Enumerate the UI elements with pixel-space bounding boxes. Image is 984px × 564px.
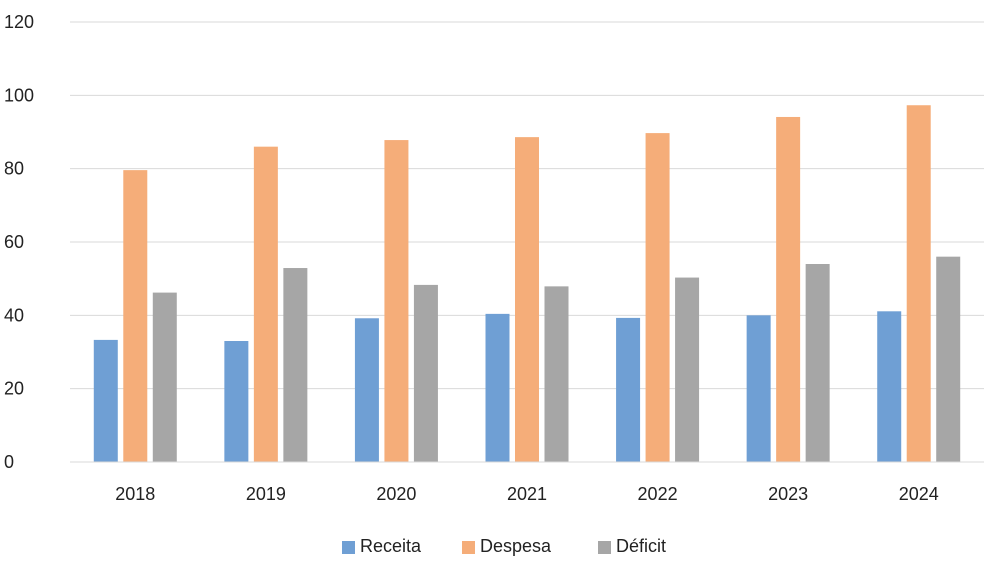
bar-receita-2019[interactable] — [224, 341, 249, 462]
y-tick-label: 0 — [4, 452, 14, 472]
bar-receita-2024[interactable] — [877, 311, 902, 462]
bar-despesa-2024[interactable] — [906, 105, 931, 462]
y-tick-label: 40 — [4, 305, 24, 325]
legend-label: Despesa — [480, 536, 552, 556]
bar-déficit-2018[interactable] — [152, 292, 177, 462]
bars — [93, 105, 961, 463]
x-tick-label: 2024 — [899, 484, 939, 504]
bar-déficit-2024[interactable] — [936, 256, 961, 462]
bar-receita-2021[interactable] — [485, 313, 510, 462]
x-tick-label: 2018 — [115, 484, 155, 504]
legend-item-déficit[interactable]: Déficit — [598, 536, 666, 556]
y-tick-label: 80 — [4, 159, 24, 179]
legend-item-receita[interactable]: Receita — [342, 536, 422, 556]
legend-swatch — [462, 541, 475, 554]
y-tick-label: 60 — [4, 232, 24, 252]
legend-item-despesa[interactable]: Despesa — [462, 536, 552, 556]
legend-label: Déficit — [616, 536, 666, 556]
x-tick-label: 2023 — [768, 484, 808, 504]
bar-despesa-2023[interactable] — [776, 116, 801, 462]
legend[interactable]: Receita Despesa Déficit — [342, 536, 666, 556]
bar-receita-2018[interactable] — [93, 339, 118, 462]
bar-déficit-2023[interactable] — [805, 264, 830, 462]
x-tick-label: 2019 — [246, 484, 286, 504]
bar-despesa-2020[interactable] — [384, 140, 409, 463]
bar-déficit-2021[interactable] — [544, 286, 569, 462]
x-axis-tick-labels: 2018 2019 2020 2021 2022 2023 2024 — [115, 484, 938, 504]
legend-swatch — [342, 541, 355, 554]
x-tick-label: 2020 — [376, 484, 416, 504]
legend-label: Receita — [360, 536, 422, 556]
y-axis-tick-labels: 0 20 40 60 80 100 120 — [4, 12, 34, 472]
legend-swatch — [598, 541, 611, 554]
bar-déficit-2022[interactable] — [675, 277, 700, 462]
y-tick-label: 20 — [4, 379, 24, 399]
bar-despesa-2022[interactable] — [645, 133, 670, 462]
bar-despesa-2021[interactable] — [515, 137, 539, 462]
bar-despesa-2018[interactable] — [123, 170, 148, 462]
x-tick-label: 2022 — [638, 484, 678, 504]
y-tick-label: 100 — [4, 85, 34, 105]
bar-despesa-2019[interactable] — [253, 146, 278, 462]
y-tick-label: 120 — [4, 12, 34, 32]
x-tick-label: 2021 — [507, 484, 547, 504]
bar-receita-2022[interactable] — [616, 317, 641, 462]
bar-receita-2020[interactable] — [354, 318, 379, 462]
bar-déficit-2020[interactable] — [413, 284, 438, 462]
bar-déficit-2019[interactable] — [283, 268, 308, 462]
bar-receita-2023[interactable] — [746, 315, 771, 462]
